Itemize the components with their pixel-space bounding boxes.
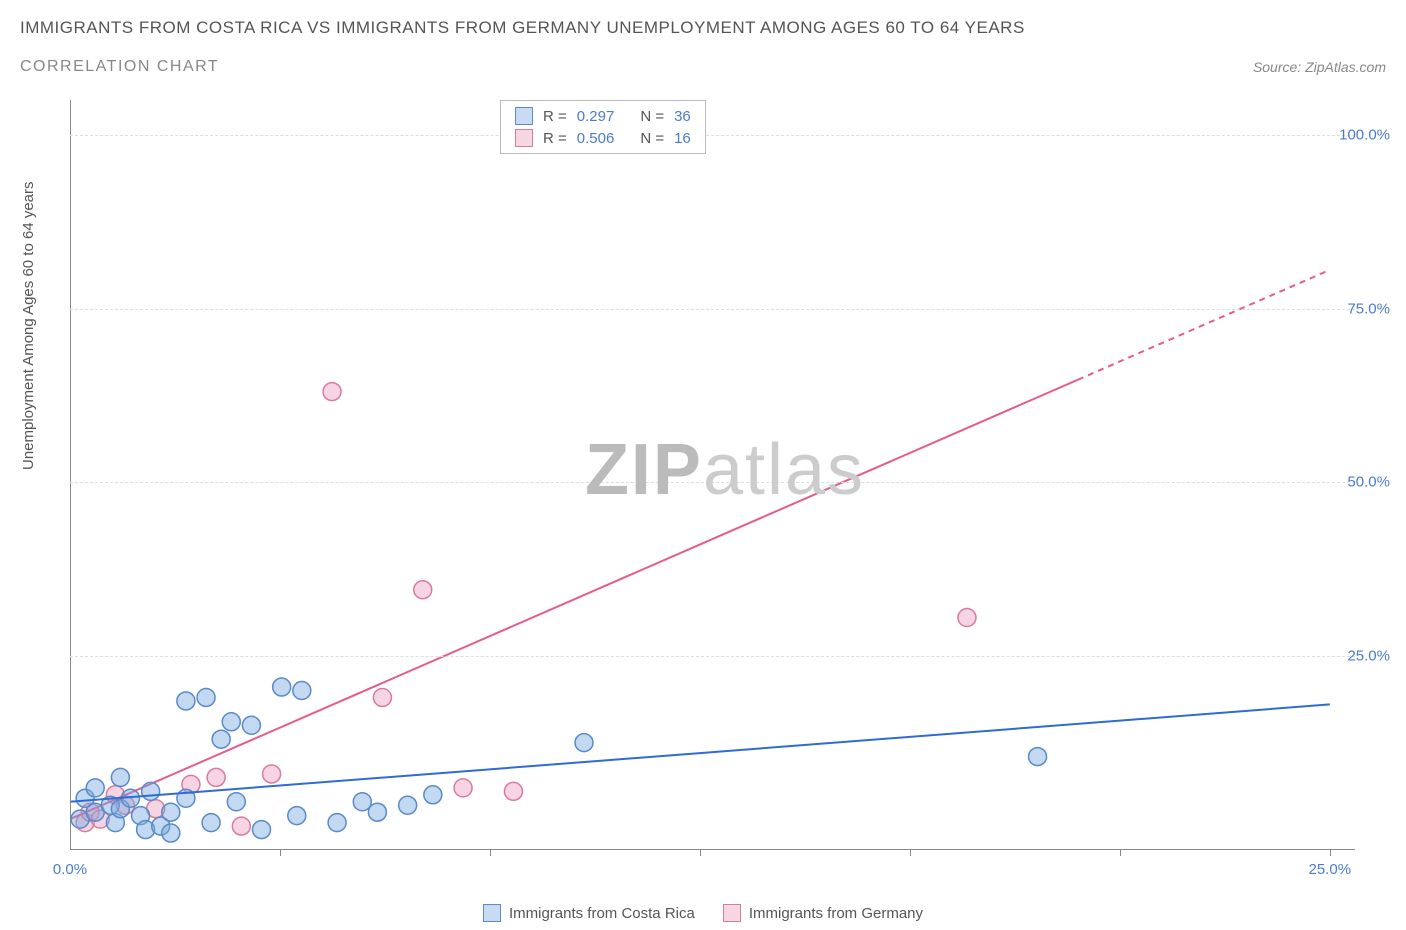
swatch-pink-icon [723,904,741,922]
data-point-blue [368,803,386,821]
legend-item-costa-rica: Immigrants from Costa Rica [483,904,695,922]
swatch-blue-icon [515,107,533,125]
data-point-blue [86,779,104,797]
trend-line-blue [70,704,1330,801]
x-tick [910,850,911,856]
chart-subtitle: CORRELATION CHART [20,58,219,76]
data-point-blue [293,682,311,700]
subtitle-row: CORRELATION CHART Source: ZipAtlas.com [20,58,1386,76]
trend-line-pink [70,380,1078,819]
r-label: R = [543,108,567,125]
trend-line-dashed-pink [1078,270,1330,380]
data-point-blue [399,796,417,814]
bottom-legend: Immigrants from Costa Rica Immigrants fr… [0,904,1406,922]
stats-row-pink: R = 0.506 N = 16 [515,127,691,149]
data-point-blue [222,713,240,731]
y-tick-label: 100.0% [1339,126,1390,143]
data-point-blue [242,716,260,734]
x-tick [1330,850,1331,856]
x-tick [1120,850,1121,856]
legend-item-germany: Immigrants from Germany [723,904,923,922]
data-point-blue [328,814,346,832]
data-point-blue [142,782,160,800]
data-point-pink [373,688,391,706]
y-axis-label: Unemployment Among Ages 60 to 64 years [20,181,37,470]
header-area: IMMIGRANTS FROM COSTA RICA VS IMMIGRANTS… [0,0,1406,76]
stats-row-blue: R = 0.297 N = 36 [515,105,691,127]
y-tick-label: 25.0% [1347,648,1390,665]
data-point-blue [1029,748,1047,766]
n-label: N = [640,108,664,125]
data-point-pink [454,779,472,797]
scatter-plot [70,100,1380,870]
data-point-blue [162,824,180,842]
n-value: 36 [674,108,691,125]
legend-label: Immigrants from Costa Rica [509,905,695,922]
data-point-blue [288,807,306,825]
r-label: R = [543,130,567,147]
y-tick-label: 75.0% [1347,300,1390,317]
swatch-blue-icon [483,904,501,922]
data-point-blue [273,678,291,696]
n-value: 16 [674,130,691,147]
swatch-pink-icon [515,129,533,147]
source-prefix: Source: [1253,59,1305,75]
data-point-blue [424,786,442,804]
data-point-blue [177,692,195,710]
data-point-pink [323,383,341,401]
x-tick [700,850,701,856]
chart-title: IMMIGRANTS FROM COSTA RICA VS IMMIGRANTS… [20,18,1386,38]
data-point-blue [252,821,270,839]
x-axis-line [70,849,1355,850]
data-point-pink [263,765,281,783]
data-point-pink [232,817,250,835]
y-axis-line [70,100,71,850]
n-label: N = [640,130,664,147]
x-tick-label: 25.0% [1309,861,1352,878]
data-point-pink [958,609,976,627]
gridline [70,309,1355,310]
data-point-pink [207,768,225,786]
data-point-pink [414,581,432,599]
y-tick-label: 50.0% [1347,474,1390,491]
x-tick [490,850,491,856]
stats-legend-box: R = 0.297 N = 36 R = 0.506 N = 16 [500,100,706,154]
data-point-blue [202,814,220,832]
plot-container: 25.0%50.0%75.0%100.0% 0.0%25.0% ZIPatlas… [70,100,1380,870]
gridline [70,482,1355,483]
x-tick-label: 0.0% [53,861,87,878]
source-name: ZipAtlas.com [1305,59,1386,75]
r-value: 0.506 [577,130,615,147]
r-value: 0.297 [577,108,615,125]
gridline [70,656,1355,657]
data-point-blue [197,688,215,706]
data-point-blue [162,803,180,821]
gridline [70,135,1355,136]
data-point-blue [227,793,245,811]
legend-label: Immigrants from Germany [749,905,923,922]
source-attribution: Source: ZipAtlas.com [1253,59,1386,75]
x-tick [280,850,281,856]
data-point-pink [504,782,522,800]
data-point-blue [212,730,230,748]
data-point-blue [111,768,129,786]
data-point-blue [575,734,593,752]
